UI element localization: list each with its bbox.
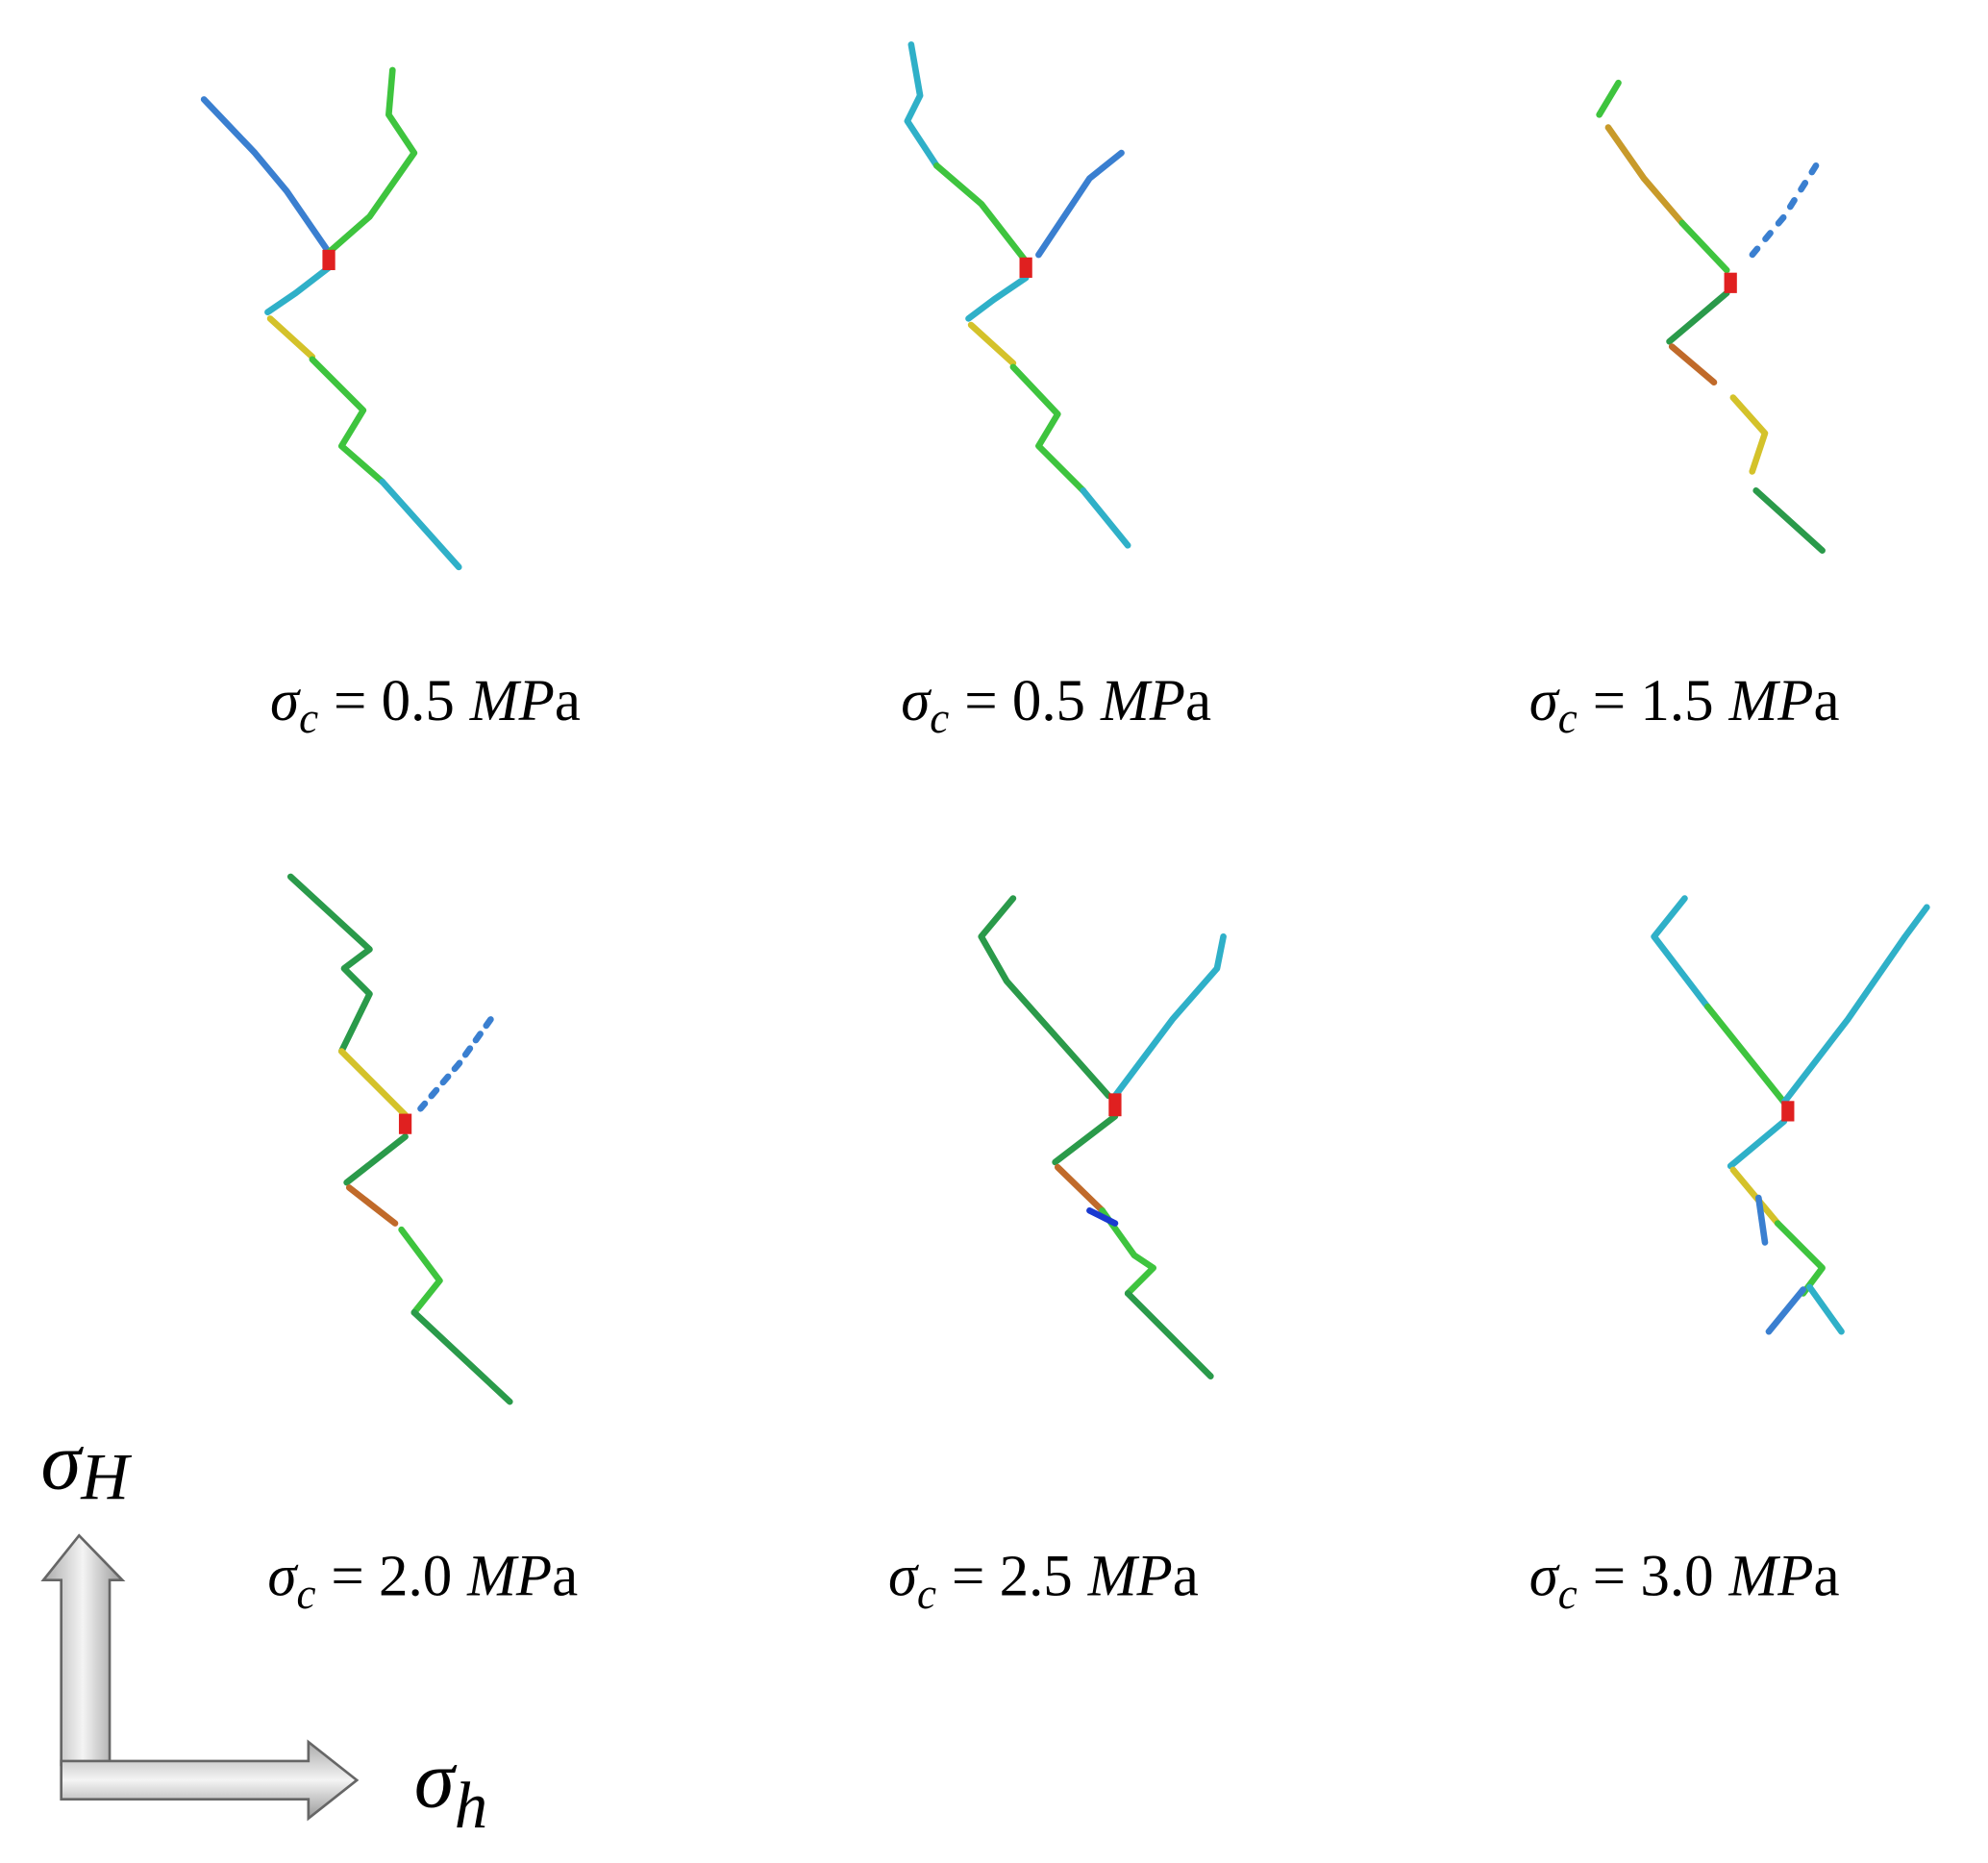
symbol: σ [267,1545,298,1609]
unit-italic: MP [1727,669,1813,733]
subscript: c [917,1570,936,1618]
unit: a [552,1545,578,1609]
subscript: c [296,1570,315,1618]
vertical-stress-label: σH [40,1416,132,1513]
symbol: σ [901,669,932,733]
panel-label: σc = 2.5 MPa [888,1545,1199,1618]
symbol: σ [1529,669,1560,733]
unit: a [555,669,581,733]
subscript: c [299,694,318,742]
subscript: c [1558,1570,1578,1618]
symbol: σ [414,1735,458,1826]
value: = 3.0 [1593,1545,1714,1609]
value: = 0.5 [334,669,455,733]
unit-italic: MP [466,1545,552,1609]
panel-label: σc = 1.5 MPa [1529,669,1840,742]
unit-italic: MP [1087,1545,1173,1609]
crack-pattern [200,66,462,571]
crack-pattern [978,895,1227,1379]
subscript: h [455,1769,487,1842]
value: = 0.5 [964,669,1085,733]
crack-pattern [904,41,1131,549]
panel-label: σc = 0.5 MPa [901,669,1211,742]
unit-italic: MP [1727,1545,1813,1609]
symbol: σ [1529,1545,1560,1609]
subscript: c [930,694,949,742]
vertical-stress-arrow [40,1533,126,1767]
value: = 1.5 [1593,669,1714,733]
unit: a [1814,669,1840,733]
symbol: σ [270,669,301,733]
crack-pattern [1596,79,1826,554]
panel-label: σc = 0.5 MPa [270,669,581,742]
value: = 2.0 [331,1545,452,1609]
value: = 2.5 [952,1545,1073,1609]
crack-pattern [1651,895,1930,1335]
subscript: c [1558,694,1578,742]
symbol: σ [40,1416,84,1506]
unit-italic: MP [469,669,555,733]
subscript: H [80,1440,132,1513]
unit: a [1185,669,1211,733]
horizontal-stress-arrow [60,1739,360,1822]
symbol: σ [888,1545,919,1609]
crack-pattern [286,873,513,1405]
unit: a [1814,1545,1840,1609]
panel-label: σc = 3.0 MPa [1529,1545,1840,1618]
horizontal-stress-label: σh [414,1735,487,1842]
unit-italic: MP [1100,669,1185,733]
panel-label: σc = 2.0 MPa [267,1545,578,1618]
unit: a [1173,1545,1199,1609]
